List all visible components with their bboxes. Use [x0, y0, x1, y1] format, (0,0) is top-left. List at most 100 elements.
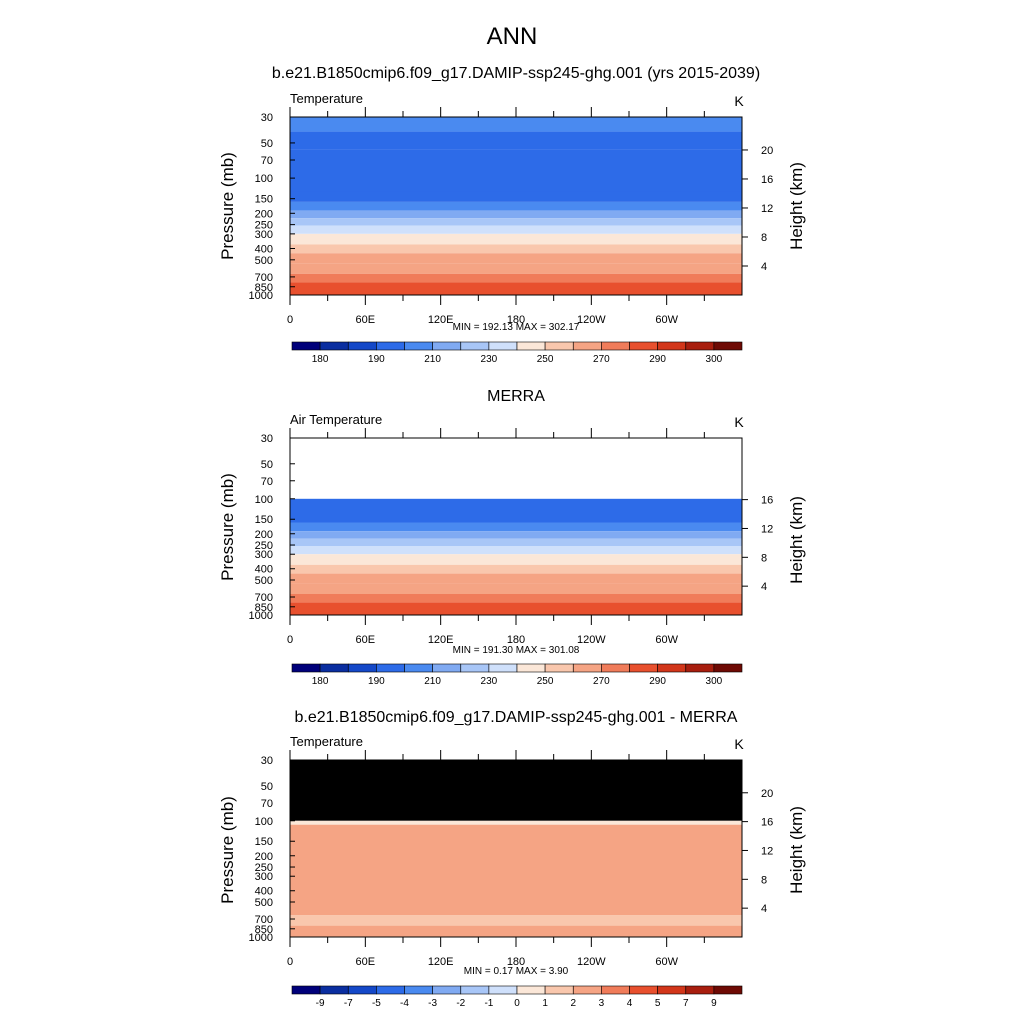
contour-band	[290, 117, 742, 132]
colorbar-swatch	[685, 985, 715, 995]
colorbar-swatch	[347, 663, 377, 673]
height-tick-label: 8	[761, 552, 767, 564]
colorbar-label: 290	[649, 354, 666, 365]
contour-field	[289, 437, 743, 616]
colorbar-swatch	[460, 985, 490, 995]
colorbar-swatch	[488, 341, 518, 351]
longitude-tick-label: 120W	[577, 634, 606, 646]
pressure-tick-label: 150	[255, 836, 273, 848]
longitude-tick-label: 60E	[356, 956, 376, 968]
height-tick-label: 4	[761, 581, 767, 593]
pressure-tick-label: 250	[255, 540, 273, 552]
colorbar-swatch	[347, 985, 377, 995]
longitude-tick-label: 0	[287, 634, 293, 646]
pressure-tick-label: 1000	[249, 290, 273, 302]
colorbar-swatch	[319, 341, 349, 351]
longitude-ticks: 0 60E 120E 180 120W 60W	[287, 750, 705, 968]
colorbar-label: -9	[316, 998, 325, 1009]
pressure-tick-label: 150	[255, 194, 273, 206]
panel-title: MERRA	[487, 388, 545, 405]
contour-field	[289, 759, 743, 938]
colorbar-swatch	[572, 663, 602, 673]
colorbar-label: 180	[312, 676, 329, 687]
colorbar-label: 5	[655, 998, 661, 1009]
contour-band	[290, 512, 742, 523]
colorbar-swatch	[601, 341, 630, 351]
colorbar-swatch	[376, 663, 405, 673]
colorbar-swatch	[432, 341, 462, 351]
pressure-tick-label: 400	[255, 243, 273, 255]
colorbar-swatch	[601, 985, 630, 995]
colorbar-label: 190	[368, 676, 385, 687]
variable-label: Temperature	[290, 734, 363, 749]
contour-band	[290, 498, 742, 512]
colorbar-swatch	[432, 663, 462, 673]
panel-difference: b.e21.B1850cmip6.f09_g17.DAMIP-ssp245-gh…	[218, 709, 806, 1009]
pressure-tick-label: 70	[261, 476, 273, 488]
contour-band	[290, 244, 742, 254]
contour-band	[290, 760, 742, 821]
contour-band	[290, 210, 742, 219]
colorbar-swatch	[488, 985, 518, 995]
variable-label: Air Temperature	[290, 412, 382, 427]
longitude-tick-label: 120W	[577, 956, 606, 968]
colorbar-swatch	[404, 663, 433, 673]
colorbar-label: 2	[571, 998, 577, 1009]
colorbar-label: 270	[593, 354, 610, 365]
colorbar-swatch	[516, 985, 546, 995]
colorbar-swatch	[544, 985, 574, 995]
colorbar-swatch	[432, 985, 462, 995]
colorbar-label: 300	[706, 676, 723, 687]
pressure-tick-label: 150	[255, 514, 273, 526]
contour-band	[290, 824, 742, 916]
contour-band	[290, 202, 742, 211]
page-title: ANN	[487, 23, 538, 50]
height-tick-label: 16	[761, 495, 773, 507]
colorbar-swatch	[376, 985, 405, 995]
contour-band	[290, 531, 742, 539]
longitude-tick-label: 180	[507, 956, 525, 968]
colorbar-label: 210	[424, 676, 441, 687]
height-tick-label: 20	[761, 145, 773, 157]
contour-band	[290, 538, 742, 547]
pressure-tick-label: 700	[255, 914, 273, 926]
colorbar-swatch	[657, 985, 686, 995]
colorbar-label: 3	[599, 998, 605, 1009]
colorbar-swatch	[376, 341, 405, 351]
colorbar-swatch	[601, 663, 630, 673]
colorbar-label: -3	[428, 998, 437, 1009]
colorbar-label: 9	[711, 998, 717, 1009]
contour-band	[290, 225, 742, 234]
height-tick-label: 4	[761, 261, 767, 273]
pressure-tick-label: 700	[255, 592, 273, 604]
y-axis-label: Pressure (mb)	[218, 152, 237, 260]
min-max-label: MIN = 192.13 MAX = 302.17	[453, 322, 580, 333]
pressure-tick-label: 250	[255, 862, 273, 874]
height-tick-label: 8	[761, 232, 767, 244]
units-label: K	[734, 736, 744, 752]
contour-band	[290, 149, 742, 192]
colorbar-label: 4	[627, 998, 633, 1009]
colorbar-swatch	[572, 985, 602, 995]
colorbar-label: 180	[312, 354, 329, 365]
contour-band	[290, 554, 742, 565]
contour-band	[290, 573, 742, 584]
height-ticks: 16 12 8 4	[742, 495, 773, 593]
pressure-tick-label: 30	[261, 433, 273, 445]
colorbar: 180 190 210 230 250 270 290 300	[291, 341, 743, 365]
colorbar-swatch	[404, 341, 433, 351]
colorbar: -9 -7 -5 -4 -3 -2 -1 0 1 2 3 4 5 7 9	[291, 985, 743, 1009]
height-tick-label: 16	[761, 174, 773, 186]
colorbar-label: -1	[484, 998, 493, 1009]
height-tick-label: 4	[761, 903, 767, 915]
contour-band	[290, 191, 742, 202]
pressure-tick-label: 300	[255, 871, 273, 883]
variable-label: Temperature	[290, 91, 363, 106]
colorbar-label: 190	[368, 354, 385, 365]
pressure-tick-label: 400	[255, 564, 273, 576]
colorbar-label: 230	[481, 676, 498, 687]
longitude-tick-label: 0	[287, 956, 293, 968]
